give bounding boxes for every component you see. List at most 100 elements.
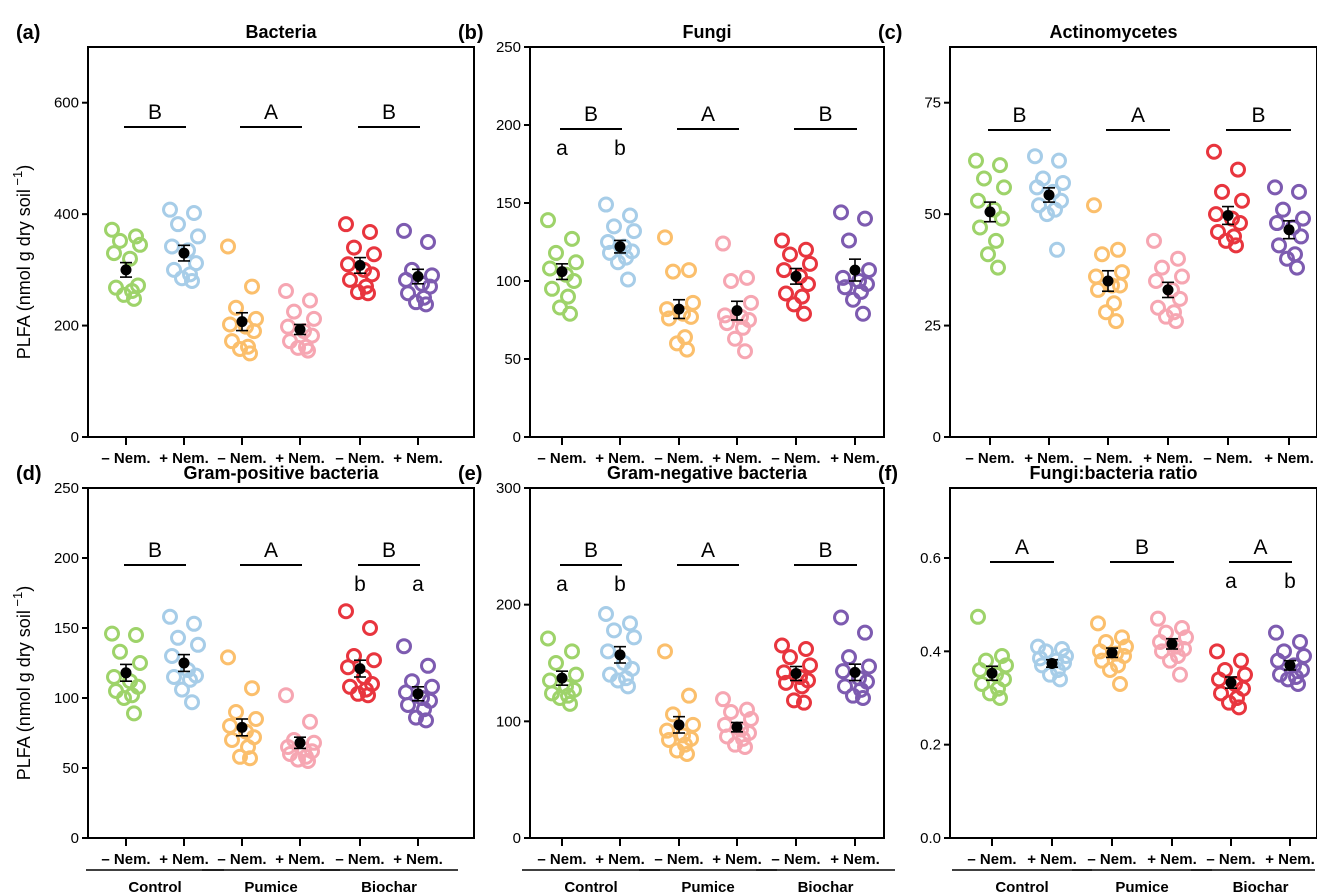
- mean-marker: [1166, 638, 1178, 650]
- x-tick-label: + Nem.: [830, 851, 880, 868]
- data-point: [280, 739, 296, 755]
- data-point: [1112, 676, 1128, 692]
- data-point: [342, 271, 358, 288]
- x-tick-label: – Nem.: [217, 450, 266, 467]
- panel-letter: (f): [878, 463, 898, 485]
- data-point: [796, 305, 812, 322]
- data-point: [994, 648, 1010, 664]
- x-tick-label: – Nem.: [1083, 450, 1132, 467]
- data-point: [857, 624, 873, 641]
- data-point: [184, 273, 200, 289]
- data-point: [244, 680, 260, 697]
- data-point: [104, 625, 120, 642]
- data-point: [286, 303, 302, 320]
- data-point: [1114, 629, 1130, 646]
- data-point: [669, 742, 685, 759]
- group-significance-letter: A: [264, 539, 278, 562]
- data-point: [1272, 666, 1288, 683]
- group-label: Biochar: [798, 879, 854, 894]
- data-point: [1290, 676, 1306, 692]
- data-point: [622, 615, 638, 632]
- data-point: [776, 664, 792, 681]
- data-point: [1168, 313, 1184, 330]
- data-point: [1230, 161, 1246, 178]
- data-point: [626, 629, 642, 646]
- data-point: [1271, 237, 1287, 254]
- data-point: [988, 232, 1004, 249]
- data-point: [112, 232, 128, 249]
- y-tick-label: 0.6: [920, 550, 941, 567]
- x-tick-label: – Nem.: [771, 851, 820, 868]
- x-tick-label: + Nem.: [1265, 851, 1315, 868]
- data-point: [855, 305, 871, 322]
- pair-significance-letter: b: [614, 573, 626, 596]
- y-axis-label-exponent: −1: [10, 592, 25, 610]
- data-point: [715, 235, 731, 252]
- group-label: Biochar: [1233, 879, 1289, 894]
- data-point: [1098, 304, 1114, 321]
- data-point: [681, 687, 697, 704]
- group-label: Control: [564, 879, 617, 894]
- data-point: [845, 291, 861, 308]
- data-point: [841, 649, 857, 666]
- group-significance-letter: B: [382, 539, 396, 562]
- data-point: [186, 615, 202, 632]
- y-tick-label: 100: [54, 690, 79, 707]
- data-point: [366, 246, 382, 263]
- data-point: [242, 750, 258, 767]
- y-axis-label-main: PLFA (nmol g dry soil: [14, 189, 34, 359]
- data-point: [220, 649, 236, 666]
- pair-significance-letter: a: [412, 573, 424, 596]
- data-point: [1170, 250, 1186, 267]
- data-point: [665, 706, 681, 723]
- data-point: [1051, 152, 1067, 169]
- data-point: [128, 228, 144, 245]
- x-tick-label: – Nem.: [101, 450, 150, 467]
- data-point: [841, 232, 857, 249]
- x-tick-label: + Nem.: [1147, 851, 1197, 868]
- data-point: [126, 705, 142, 722]
- data-point: [224, 732, 240, 748]
- mean-marker: [673, 303, 685, 315]
- data-point: [990, 680, 1006, 697]
- data-point: [837, 279, 853, 296]
- data-point: [162, 201, 178, 218]
- data-point: [661, 732, 677, 748]
- data-point: [108, 279, 124, 296]
- x-tick-label: – Nem.: [1203, 450, 1252, 467]
- data-point: [542, 672, 558, 689]
- x-tick-label: – Nem.: [965, 450, 1014, 467]
- data-point: [170, 216, 186, 233]
- mean-marker: [849, 666, 861, 678]
- data-point: [610, 254, 626, 271]
- y-tick-label: 200: [496, 597, 521, 614]
- data-point: [232, 748, 248, 765]
- data-point: [564, 230, 580, 247]
- group-label: Pumice: [1115, 879, 1168, 894]
- data-point: [248, 711, 264, 727]
- data-point: [1088, 268, 1104, 285]
- mean-marker: [790, 270, 802, 282]
- plot-frame: [87, 487, 475, 839]
- x-tick-label: – Nem.: [771, 450, 820, 467]
- y-tick-label: 50: [504, 351, 521, 368]
- group-label: Control: [128, 879, 181, 894]
- x-tick-label: + Nem.: [712, 851, 762, 868]
- data-point: [719, 315, 735, 332]
- data-point: [1293, 228, 1309, 245]
- mean-marker: [614, 241, 626, 253]
- mean-marker: [731, 305, 743, 317]
- data-point: [1172, 290, 1188, 307]
- data-point: [346, 239, 362, 256]
- data-point: [970, 192, 986, 209]
- y-axis-label-close: ): [14, 165, 34, 171]
- data-point: [184, 694, 200, 711]
- data-point: [802, 255, 818, 272]
- data-point: [190, 636, 206, 653]
- plot-frame: [949, 46, 1317, 438]
- data-point: [566, 273, 582, 289]
- data-point: [560, 687, 576, 704]
- data-point: [416, 289, 432, 306]
- data-point: [280, 318, 296, 335]
- data-point: [190, 228, 206, 245]
